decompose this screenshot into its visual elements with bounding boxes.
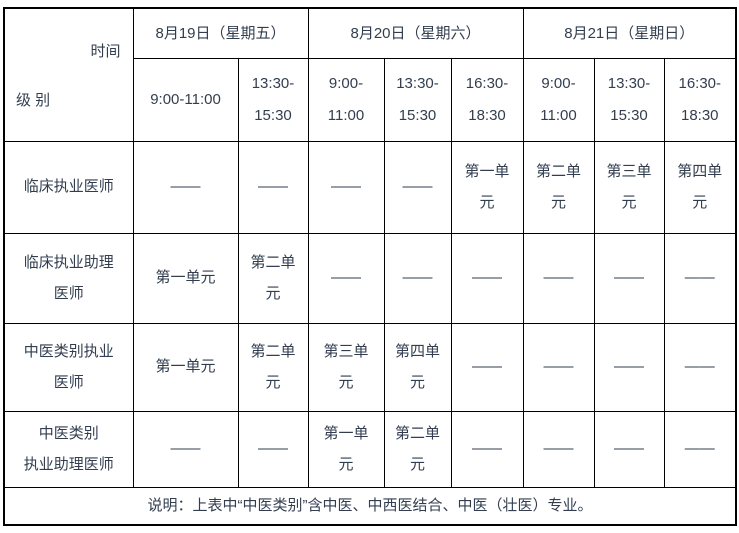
table-row: 临床执业助理 医师 第一单元 第二单 元 —— —— —— —— —— —— [3,232,737,324]
time-slot-header: 16:30- 18:30 [663,57,737,142]
table-row: 中医类别 执业助理医师 —— —— 第一单 元 第二单 元 —— —— —— —… [3,410,737,488]
corner-level-label: 级 别 [16,92,51,109]
schedule-cell: —— [307,232,385,324]
day-header-fri: 8月19日（星期五） [132,7,309,59]
schedule-cell: —— [450,410,524,488]
note-row: 说明：上表中“中医类别”含中医、中西医结合、中医（壮医）专业。 [3,486,737,526]
schedule-cell: —— [383,232,452,324]
schedule-cell: 第一单 元 [307,410,385,488]
schedule-cell: —— [663,410,737,488]
schedule-cell: —— [522,410,595,488]
schedule-cell: —— [593,322,665,412]
time-slot-header: 9:00- 11:00 [522,57,595,142]
schedule-cell: —— [237,140,309,234]
schedule-cell: 第二单 元 [237,232,309,324]
exam-schedule-table: 时间 级 别 8月19日（星期五） 8月20日（星期六） 8月21日（星期日） … [3,7,738,526]
schedule-cell: —— [522,232,595,324]
table-row: 中医类别执业 医师 第一单元 第二单 元 第三单 元 第四单 元 —— —— —… [3,322,737,412]
schedule-cell: —— [132,140,239,234]
schedule-cell: —— [383,140,452,234]
schedule-cell: —— [663,322,737,412]
time-slot-header: 9:00- 11:00 [307,57,385,142]
schedule-cell: 第二单 元 [383,410,452,488]
schedule-cell: —— [237,410,309,488]
schedule-cell: —— [593,410,665,488]
time-slot-header: 13:30- 15:30 [383,57,452,142]
schedule-cell: 第三单 元 [593,140,665,234]
time-slot-header: 9:00-11:00 [132,57,239,142]
schedule-cell: 第二单 元 [237,322,309,412]
table-row: 临床执业医师 —— —— —— —— 第一单 元 第二单 元 第三单 元 第四单… [3,140,737,234]
row-label: 临床执业助理 医师 [3,232,134,324]
table-note: 说明：上表中“中医类别”含中医、中西医结合、中医（壮医）专业。 [3,486,737,526]
schedule-cell: 第二单 元 [522,140,595,234]
time-slot-header: 16:30- 18:30 [450,57,524,142]
schedule-cell: 第一单 元 [450,140,524,234]
schedule-cell: —— [663,232,737,324]
row-label: 中医类别 执业助理医师 [3,410,134,488]
schedule-cell: 第一单元 [132,232,239,324]
day-header-sat: 8月20日（星期六） [307,7,524,59]
row-label: 中医类别执业 医师 [3,322,134,412]
schedule-cell: —— [522,322,595,412]
corner-time-label: 时间 [90,43,121,60]
time-slot-header: 13:30- 15:30 [237,57,309,142]
corner-cell: 时间 级 别 [3,7,134,142]
schedule-cell: 第四单 元 [663,140,737,234]
schedule-cell: 第三单 元 [307,322,385,412]
schedule-cell: 第四单 元 [383,322,452,412]
schedule-cell: —— [593,232,665,324]
time-slot-header: 13:30- 15:30 [593,57,665,142]
schedule-cell: —— [450,232,524,324]
time-header-row: 9:00-11:00 13:30- 15:30 9:00- 11:00 13:3… [4,57,737,142]
day-header-row: 时间 级 别 8月19日（星期五） 8月20日（星期六） 8月21日（星期日） [3,7,737,142]
day-header-sun: 8月21日（星期日） [522,7,737,59]
schedule-cell: —— [307,140,385,234]
row-label: 临床执业医师 [3,140,134,234]
schedule-cell: —— [450,322,524,412]
schedule-cell: 第一单元 [132,322,239,412]
schedule-cell: —— [132,410,239,488]
